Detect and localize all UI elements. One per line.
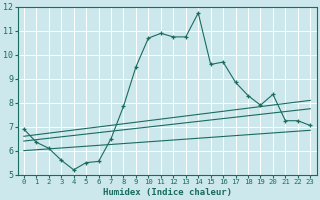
X-axis label: Humidex (Indice chaleur): Humidex (Indice chaleur) (103, 188, 232, 197)
